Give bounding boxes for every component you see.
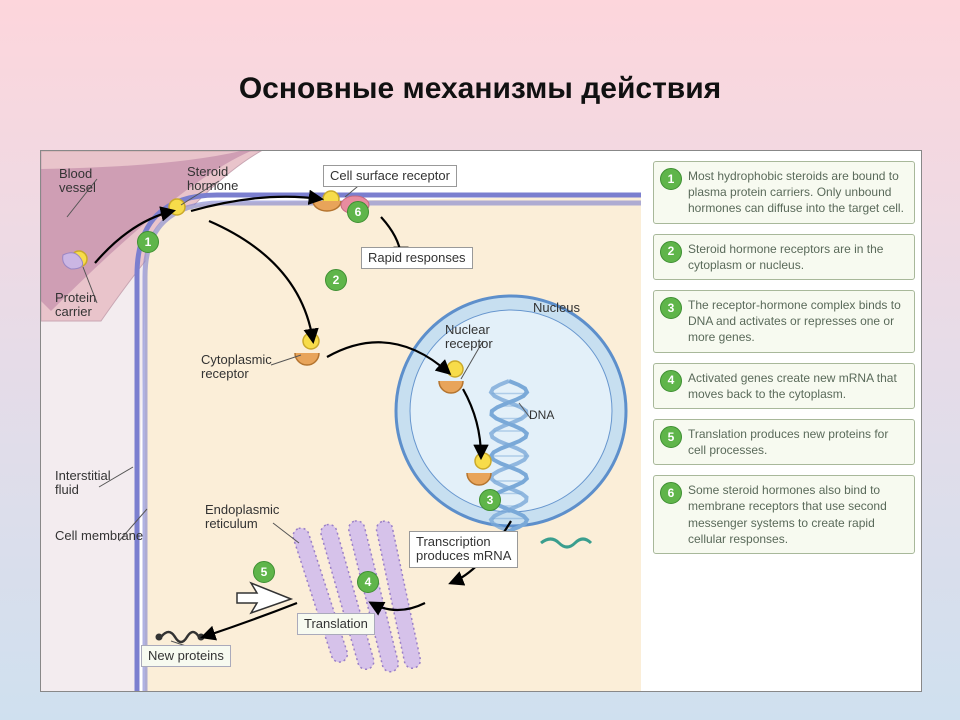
step-circle-1: 1 <box>137 231 159 253</box>
label-blood-vessel: Bloodvessel <box>59 167 96 196</box>
step-circle-5: 5 <box>253 561 275 583</box>
label-nucleus: Nucleus <box>533 301 580 315</box>
legend-item-2: 2 Steroid hormone receptors are in the cy… <box>653 234 915 280</box>
figure-panel: Bloodvessel Steroidhormone Cell surface … <box>40 150 922 692</box>
legend-text-5: Translation produces new proteins for ce… <box>688 427 888 457</box>
legend: 1 Most hydrophobic steroids are bound to … <box>647 157 921 564</box>
label-cell-membrane: Cell membrane <box>55 529 143 543</box>
legend-text-4: Activated genes create new mRNA that mov… <box>688 371 897 401</box>
label-nuclear-receptor: Nuclearreceptor <box>445 323 493 352</box>
label-cell-surface-receptor: Cell surface receptor <box>323 165 457 187</box>
legend-number-6: 6 <box>660 482 682 504</box>
label-er: Endoplasmicreticulum <box>205 503 279 532</box>
legend-text-6: Some steroid hormones also bind to membr… <box>688 483 887 546</box>
legend-item-3: 3 The receptor-hormone complex binds to D… <box>653 290 915 353</box>
label-new-proteins: New proteins <box>141 645 231 667</box>
legend-number-3: 3 <box>660 297 682 319</box>
legend-number-2: 2 <box>660 241 682 263</box>
step-circle-4: 4 <box>357 571 379 593</box>
legend-text-3: The receptor-hormone complex binds to DN… <box>688 298 901 344</box>
label-cytoplasmic-receptor: Cytoplasmicreceptor <box>201 353 272 382</box>
step-circle-2: 2 <box>325 269 347 291</box>
step-circle-3: 3 <box>479 489 501 511</box>
legend-item-5: 5 Translation produces new proteins for c… <box>653 419 915 465</box>
diagram: Bloodvessel Steroidhormone Cell surface … <box>41 151 641 691</box>
label-transcription: Transcriptionproduces mRNA <box>409 531 518 568</box>
label-protein-carrier: Proteincarrier <box>55 291 96 320</box>
label-dna: DNA <box>529 409 554 422</box>
label-steroid-hormone: Steroidhormone <box>187 165 238 194</box>
label-rapid-responses: Rapid responses <box>361 247 473 269</box>
legend-item-6: 6 Some steroid hormones also bind to memb… <box>653 475 915 554</box>
legend-text-1: Most hydrophobic steroids are bound to p… <box>688 169 904 215</box>
legend-number-1: 1 <box>660 168 682 190</box>
legend-number-4: 4 <box>660 370 682 392</box>
legend-item-1: 1 Most hydrophobic steroids are bound to … <box>653 161 915 224</box>
page-title: Основные механизмы действия <box>0 0 960 106</box>
legend-item-4: 4 Activated genes create new mRNA that mo… <box>653 363 915 409</box>
step-circle-6: 6 <box>347 201 369 223</box>
legend-number-5: 5 <box>660 426 682 448</box>
legend-text-2: Steroid hormone receptors are in the cyt… <box>688 242 883 272</box>
label-translation: Translation <box>297 613 375 635</box>
label-interstitial-fluid: Interstitialfluid <box>55 469 111 498</box>
